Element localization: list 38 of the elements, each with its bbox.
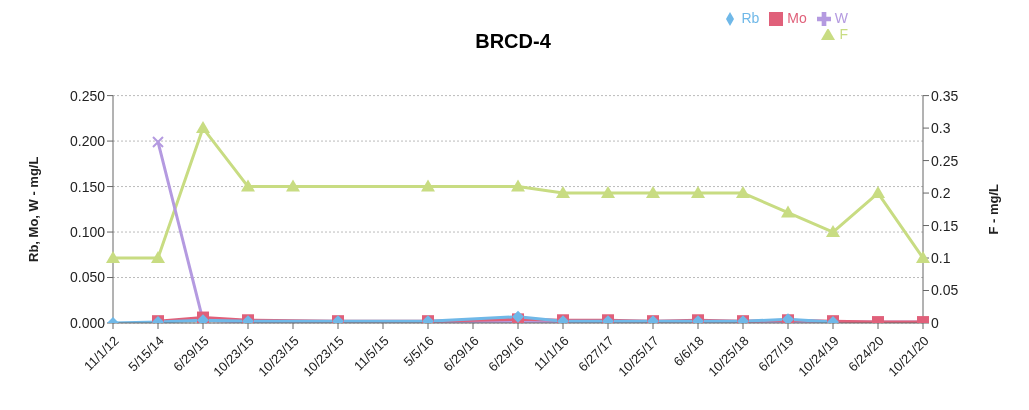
y-axis-title: Rb, Mo, W - mg/L — [25, 156, 41, 263]
point — [106, 251, 120, 264]
legend-label: W — [834, 10, 848, 26]
point — [286, 179, 300, 192]
legend-label: F — [839, 26, 848, 43]
point — [556, 186, 570, 199]
point — [736, 186, 750, 199]
point — [421, 179, 435, 192]
y-tick-label: 0.250 — [69, 87, 106, 104]
point — [916, 251, 930, 264]
point — [196, 121, 210, 134]
legend-label: Rb — [741, 10, 760, 26]
y2-tick-label: 0.2 — [931, 185, 951, 202]
y2-tick-label: 0.3 — [931, 120, 951, 137]
y2-tick-label: 0.25 — [931, 152, 959, 169]
point — [241, 179, 255, 192]
y-tick-label: 0.050 — [69, 269, 106, 286]
y2-tick-label: 0.35 — [931, 87, 959, 104]
point — [826, 225, 840, 238]
point — [871, 186, 885, 199]
point — [151, 251, 165, 264]
y2-tick-label: 0.15 — [931, 217, 959, 234]
chart-title: BRCD-4 — [475, 30, 551, 52]
y2-tick-label: 0.05 — [931, 282, 959, 299]
y-tick-label: 0.100 — [69, 224, 106, 241]
point — [152, 135, 164, 148]
point — [781, 205, 795, 218]
point — [691, 186, 705, 199]
y2-tick-label: 0 — [931, 314, 939, 331]
point — [646, 186, 660, 199]
y2-axis-title: F - mg/L — [985, 183, 1001, 235]
point — [601, 186, 615, 199]
y-tick-label: 0.000 — [69, 314, 106, 331]
point — [511, 179, 525, 192]
y-tick-label: 0.200 — [69, 133, 106, 150]
y-tick-label: 0.150 — [69, 178, 106, 195]
y2-tick-label: 0.1 — [931, 250, 951, 266]
legend-label: Mo — [787, 10, 807, 26]
